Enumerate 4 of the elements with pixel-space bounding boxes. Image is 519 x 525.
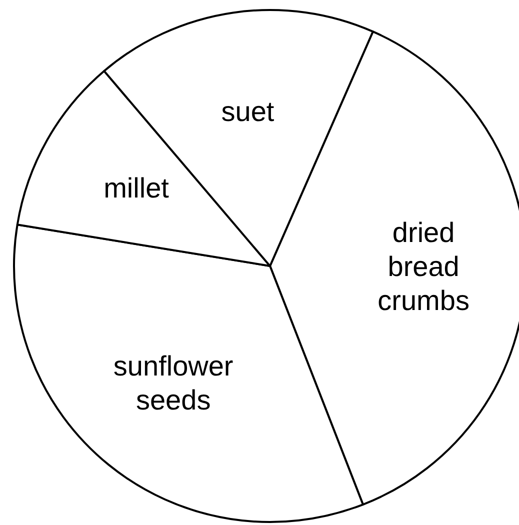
slice-label: suet [221,96,274,128]
slice-label: sunflower seeds [113,350,234,416]
slice-label: millet [104,172,170,204]
slice-label: dried bread crumbs [378,218,470,317]
